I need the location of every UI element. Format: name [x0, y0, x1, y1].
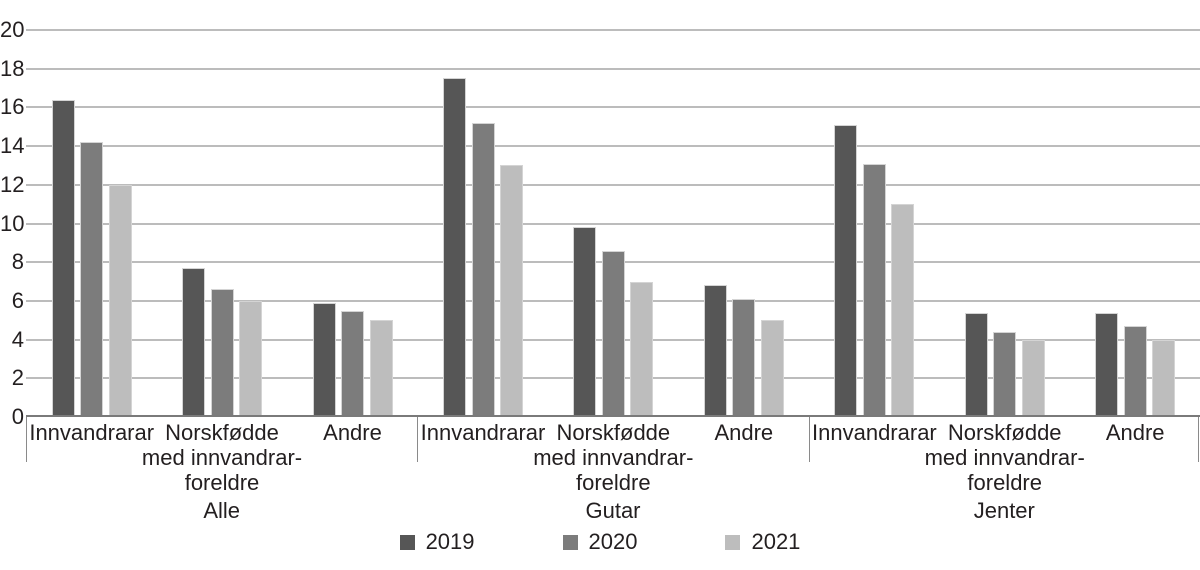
- legend: 2019 2020 2021: [0, 531, 1200, 553]
- y-axis-tick-label: 0: [11, 404, 24, 429]
- bar-2020: [471, 122, 495, 417]
- gridline: [26, 106, 1200, 109]
- bar-2021: [108, 184, 132, 417]
- category-label: Andre: [1105, 420, 1165, 445]
- bar-2020: [993, 331, 1017, 417]
- category-label: Innvandrarar: [812, 420, 937, 445]
- gridline: [26, 29, 1200, 31]
- category-label: Norskfødde: [556, 420, 671, 445]
- bar-2021: [891, 204, 915, 417]
- legend-item: 2019: [399, 529, 475, 554]
- bar-2019: [834, 124, 858, 417]
- group-label: Gutar: [585, 498, 641, 523]
- bar-cluster: [573, 30, 654, 417]
- bar-2021: [630, 281, 654, 417]
- bar-cluster: [182, 30, 262, 417]
- category-label: Innvandrarar: [29, 420, 155, 445]
- category-label: med innvandrar-: [924, 445, 1085, 470]
- category-label: med innvandrar-: [533, 445, 694, 470]
- bar-cluster: [1095, 30, 1176, 417]
- category-label: foreldre: [576, 470, 651, 495]
- bar-2019: [703, 285, 727, 417]
- y-axis-tick-label: 4: [11, 326, 24, 352]
- gridline: [26, 183, 1200, 186]
- bar-2019: [182, 268, 205, 417]
- bar-cluster: [312, 30, 393, 417]
- gridline: [26, 222, 1200, 225]
- bar-2019: [51, 99, 75, 417]
- y-axis-tick-label: 8: [11, 249, 24, 275]
- bar-2020: [80, 142, 104, 417]
- legend-label: 2021: [751, 529, 801, 554]
- bar-cluster: [51, 30, 132, 417]
- bar-2021: [369, 320, 393, 417]
- bar-2021: [500, 165, 523, 417]
- group-label: Jenter: [973, 498, 1035, 523]
- bar-cluster: [703, 30, 784, 417]
- gridline: [26, 145, 1200, 148]
- axis-tick: [417, 417, 419, 462]
- y-axis-tick-label: 20: [0, 17, 25, 42]
- category-label: Andre: [714, 420, 774, 445]
- axis-tick: [1198, 417, 1199, 462]
- bar-2019: [1095, 312, 1119, 417]
- category-label: Innvandrarar: [420, 420, 546, 445]
- y-axis-tick-label: 6: [11, 287, 24, 313]
- category-label: foreldre: [967, 470, 1042, 495]
- legend-swatch-2021: [725, 534, 741, 550]
- y-axis-tick-label: 18: [0, 55, 25, 81]
- y-axis-tick-label: 2: [11, 365, 24, 391]
- y-axis-tick-label: 12: [0, 171, 25, 197]
- bar-cluster: [964, 30, 1045, 417]
- bar-2019: [573, 227, 597, 417]
- bar-2020: [862, 163, 886, 417]
- legend-swatch-2019: [399, 534, 415, 550]
- legend-item: 2020: [562, 529, 638, 554]
- category-label: med innvandrar-: [141, 445, 303, 470]
- y-axis-tick-label: 14: [0, 133, 25, 159]
- bar-2021: [1152, 339, 1176, 417]
- bar-cluster: [834, 30, 915, 417]
- x-axis-line: [26, 415, 1200, 417]
- bar-2020: [1123, 326, 1147, 417]
- legend-item: 2021: [725, 531, 800, 553]
- bar-2019: [964, 312, 988, 417]
- bar-2021: [1021, 339, 1045, 417]
- bar-2020: [210, 289, 234, 417]
- bar-2019: [312, 302, 336, 417]
- gridline: [26, 67, 1200, 70]
- bar-2021: [239, 300, 262, 417]
- axis-tick: [808, 417, 810, 462]
- axis-tick: [26, 417, 27, 462]
- bar-2020: [341, 310, 364, 417]
- bar-2020: [601, 250, 625, 417]
- legend-swatch-2020: [562, 534, 578, 550]
- legend-label: 2020: [588, 529, 638, 554]
- category-label: Andre: [323, 420, 382, 445]
- bar-2021: [760, 320, 784, 417]
- group-label: Alle: [203, 498, 241, 523]
- legend-label: 2019: [425, 529, 475, 554]
- category-label: foreldre: [184, 470, 260, 495]
- bar-2020: [732, 299, 756, 417]
- category-label: Norskfødde: [165, 420, 279, 445]
- y-axis-tick-label: 10: [0, 210, 25, 236]
- bar-2019: [443, 78, 466, 417]
- bar-cluster: [443, 30, 523, 417]
- category-label: Norskfødde: [947, 420, 1062, 445]
- y-axis-tick-label: 16: [0, 94, 25, 120]
